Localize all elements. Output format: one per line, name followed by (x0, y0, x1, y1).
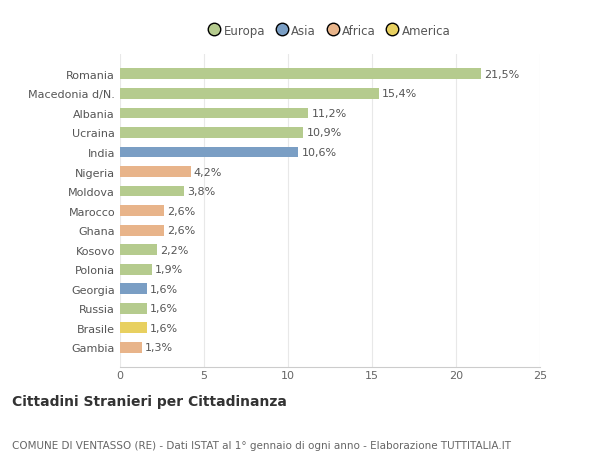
Bar (120, 186, 184, 197)
Text: 10,6%: 10,6% (301, 148, 337, 157)
Bar (120, 147, 298, 158)
Bar (120, 108, 308, 119)
Text: 1,6%: 1,6% (150, 284, 178, 294)
Bar (120, 69, 481, 80)
Text: 2,2%: 2,2% (160, 245, 188, 255)
Bar (120, 284, 147, 295)
Text: 1,6%: 1,6% (150, 323, 178, 333)
Text: 1,3%: 1,3% (145, 343, 173, 353)
Bar (120, 225, 164, 236)
Text: 10,9%: 10,9% (307, 128, 342, 138)
Bar (120, 303, 147, 314)
Text: 11,2%: 11,2% (311, 109, 347, 118)
Text: 2,6%: 2,6% (167, 226, 195, 235)
Text: 15,4%: 15,4% (382, 89, 418, 99)
Text: 2,6%: 2,6% (167, 206, 195, 216)
Bar (120, 206, 164, 217)
Legend: Europa, Asia, Africa, America: Europa, Asia, Africa, America (205, 20, 455, 43)
Bar (120, 323, 147, 334)
Text: 1,6%: 1,6% (150, 304, 178, 313)
Bar (120, 264, 152, 275)
Bar (120, 89, 379, 100)
Text: COMUNE DI VENTASSO (RE) - Dati ISTAT al 1° gennaio di ogni anno - Elaborazione T: COMUNE DI VENTASSO (RE) - Dati ISTAT al … (12, 440, 511, 450)
Text: 3,8%: 3,8% (187, 187, 215, 196)
Text: Cittadini Stranieri per Cittadinanza: Cittadini Stranieri per Cittadinanza (12, 395, 287, 409)
Bar (120, 342, 142, 353)
Text: 21,5%: 21,5% (485, 70, 520, 79)
Bar (120, 167, 191, 178)
Bar (120, 128, 303, 139)
Text: 4,2%: 4,2% (194, 167, 222, 177)
Bar (120, 245, 157, 256)
Text: 1,9%: 1,9% (155, 265, 184, 274)
